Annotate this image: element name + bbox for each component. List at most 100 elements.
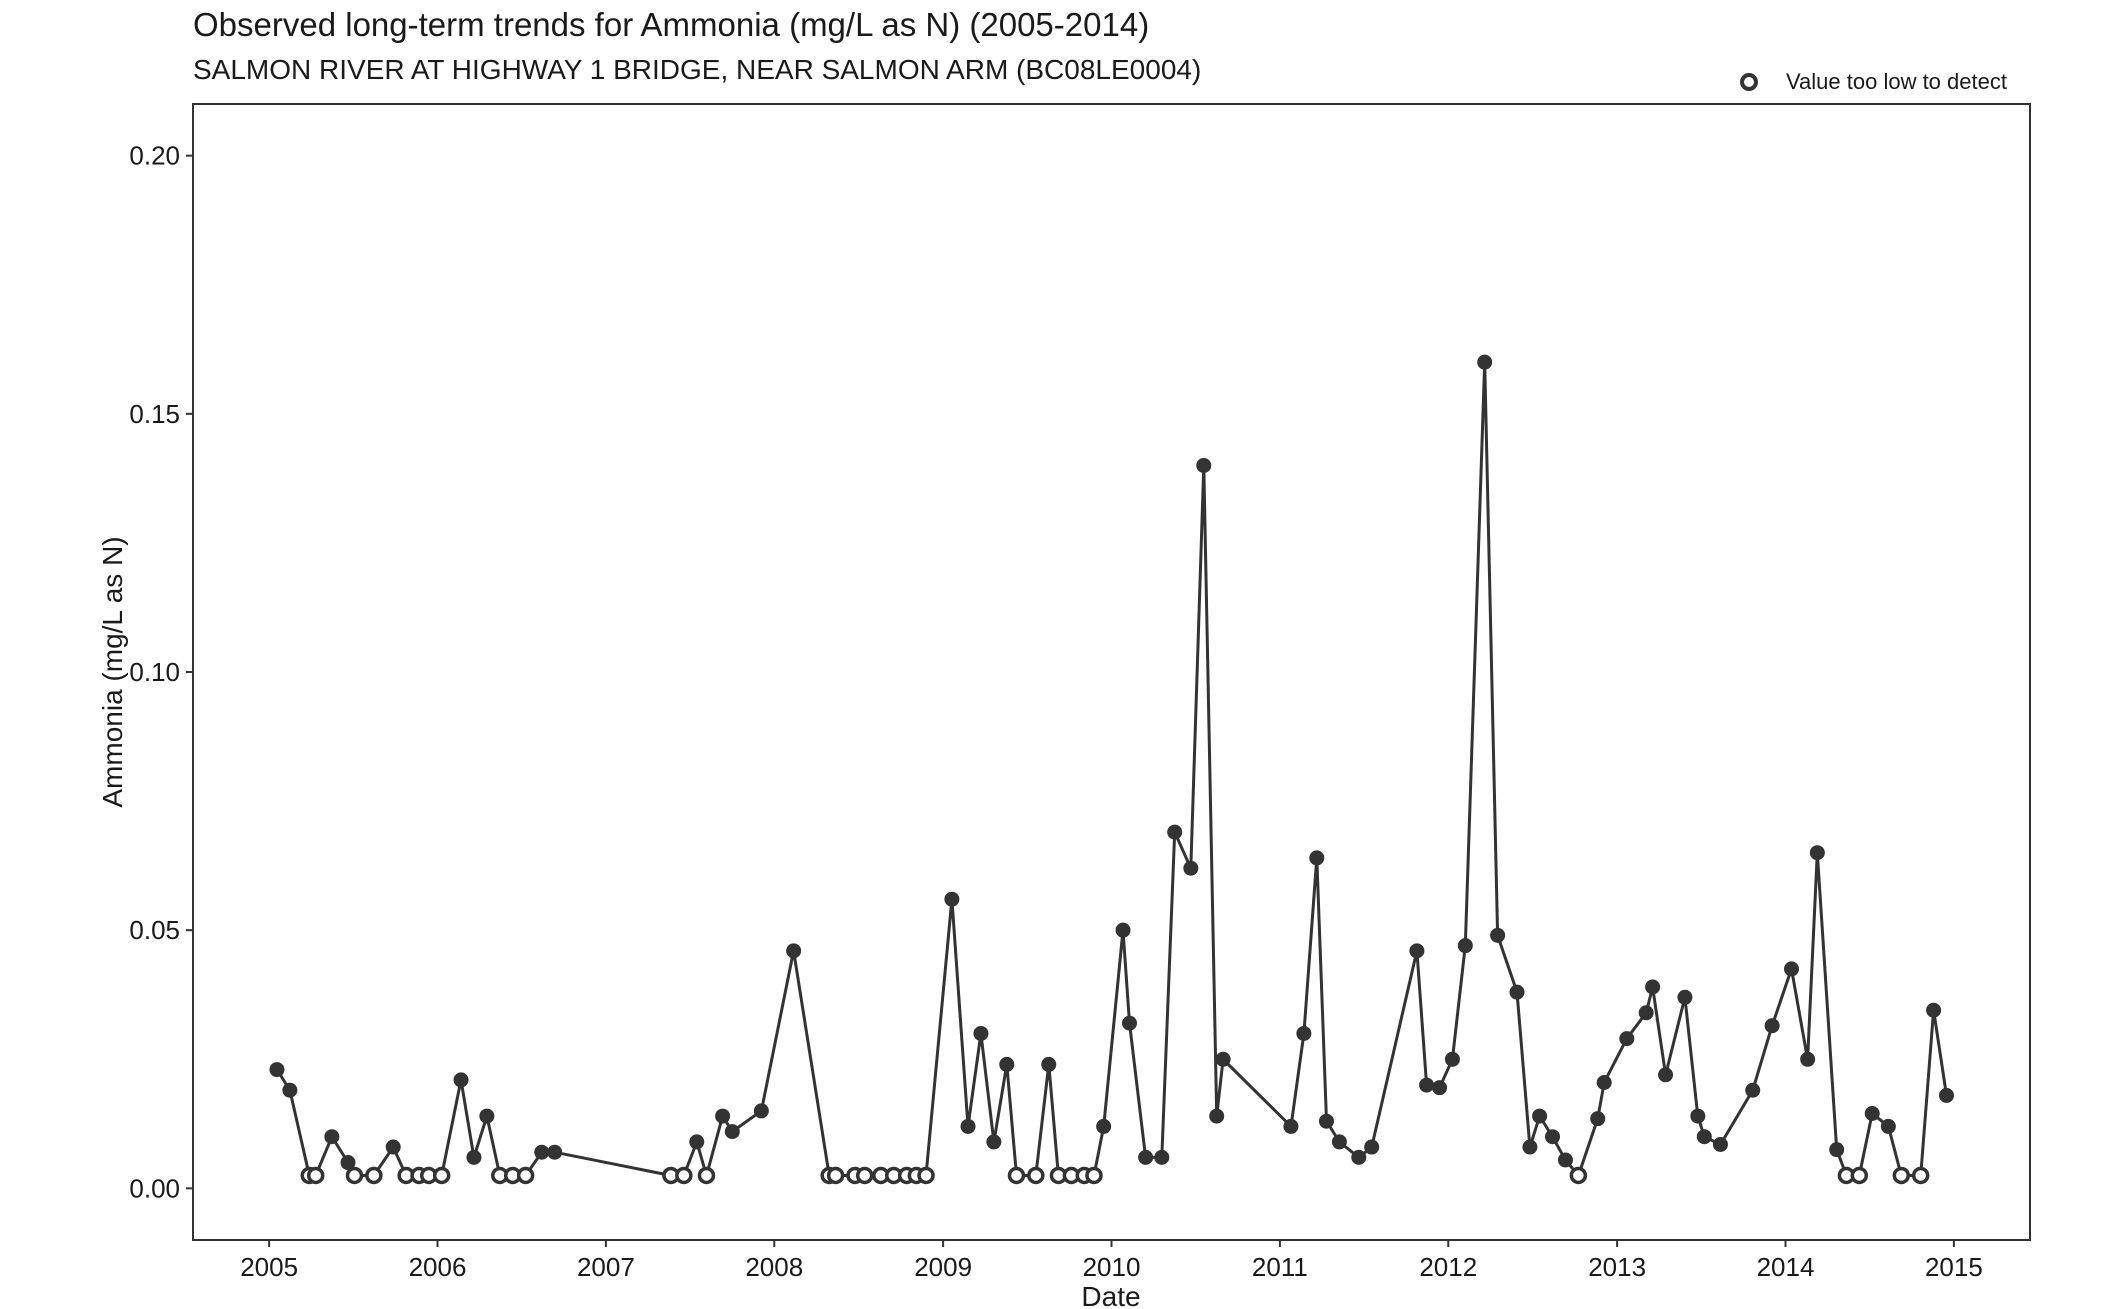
data-point [973,1025,989,1041]
data-point [1532,1108,1548,1124]
data-point [786,943,802,959]
data-point [1745,1082,1761,1098]
data-point-below-detection [917,1166,935,1185]
data-point [1296,1025,1312,1041]
data-point [999,1056,1015,1072]
data-point [715,1108,731,1124]
data-point [1864,1105,1880,1121]
chart-title: Observed long-term trends for Ammonia (m… [193,6,1150,43]
data-point-below-detection [1569,1166,1588,1185]
y-axis-title: Ammonia (mg/L as N) [97,536,128,807]
data-point-below-detection [1085,1166,1103,1185]
data-point-below-detection [1007,1166,1026,1185]
data-point [1364,1139,1380,1155]
data-point [453,1072,469,1088]
data-point [1351,1149,1367,1165]
data-point-below-detection [697,1166,716,1185]
data-point [1658,1067,1674,1083]
data-point [1115,922,1131,938]
x-axis-title: Date [1081,1281,1140,1309]
data-point [1764,1018,1780,1034]
data-point [1677,989,1693,1005]
data-point [689,1134,705,1150]
plot-panel-border [192,103,2031,1241]
data-point [1209,1108,1225,1124]
data-point [466,1149,482,1165]
chart-subtitle: SALMON RIVER AT HIGHWAY 1 BRIDGE, NEAR S… [193,54,1202,85]
data-point-below-detection [1892,1166,1911,1185]
data-point [1318,1113,1334,1129]
data-point [1196,457,1212,473]
data-point [324,1129,340,1145]
x-tick-label: 2015 [1925,1252,1983,1282]
data-point [1215,1051,1231,1067]
data-point [547,1144,563,1160]
y-tick-label: 0.10 [129,657,180,687]
series-line [275,362,1948,1182]
data-point [1545,1129,1561,1145]
y-tick-label: 0.20 [129,141,180,171]
data-point [269,1062,285,1078]
data-point [1444,1051,1460,1067]
data-point [534,1144,550,1160]
data-point [340,1155,356,1171]
y-tick-label: 0.00 [129,1173,180,1203]
data-point [1309,850,1325,866]
data-point [282,1082,298,1098]
data-point [1183,860,1199,876]
data-point [1645,979,1661,995]
data-points [269,354,1954,1185]
data-point [1409,943,1425,959]
open-circle-legend-key-icon [1740,73,1758,91]
x-tick-label: 2013 [1588,1252,1646,1282]
data-point-below-detection [1850,1166,1869,1185]
data-point [724,1124,740,1140]
data-point [1154,1149,1170,1165]
data-point [1829,1142,1845,1158]
data-point [1096,1118,1112,1134]
data-point [1283,1118,1299,1134]
data-point [385,1139,401,1155]
data-point [1939,1087,1954,1103]
x-tick-label: 2007 [577,1252,635,1282]
data-point [1712,1136,1728,1152]
data-point-below-detection [345,1166,364,1185]
data-point [1619,1031,1635,1047]
x-tick-label: 2009 [914,1252,972,1282]
data-point-below-detection [306,1166,325,1185]
data-point [986,1134,1002,1150]
data-point [1926,1002,1942,1018]
data-point [1696,1129,1712,1145]
data-point [1809,845,1825,861]
data-point [1522,1139,1538,1155]
data-point-below-detection [432,1166,451,1185]
data-point [1880,1118,1896,1134]
data-point [1138,1149,1154,1165]
data-point [1800,1051,1816,1067]
data-point-below-detection [365,1166,383,1185]
y-axis: 0.00 0.05 0.10 0.15 0.20 [129,141,193,1203]
data-point-below-detection [1911,1166,1930,1185]
legend: Value too low to detect [1740,67,2007,97]
y-tick-label: 0.15 [129,399,180,429]
data-point [1590,1111,1606,1127]
data-point [1783,961,1799,977]
data-point-below-detection [1027,1166,1045,1185]
data-point-below-detection [826,1166,845,1185]
data-point [753,1103,769,1119]
data-point [1490,927,1506,943]
data-point [1509,984,1525,1000]
x-tick-label: 2008 [745,1252,803,1282]
data-point [1457,938,1473,954]
data-point-below-detection [516,1166,535,1185]
x-tick-label: 2010 [1083,1252,1141,1282]
x-tick-label: 2005 [240,1252,298,1282]
data-point [1477,354,1493,370]
x-tick-label: 2011 [1252,1252,1308,1282]
data-point [1557,1152,1573,1168]
legend-label: Value too low to detect [1786,69,2007,94]
data-point [479,1108,495,1124]
data-point [960,1118,976,1134]
data-point [1638,1005,1654,1021]
x-axis: 2005 2006 2007 2008 2009 2010 2011 2012 2013 2014… [240,1240,1983,1282]
